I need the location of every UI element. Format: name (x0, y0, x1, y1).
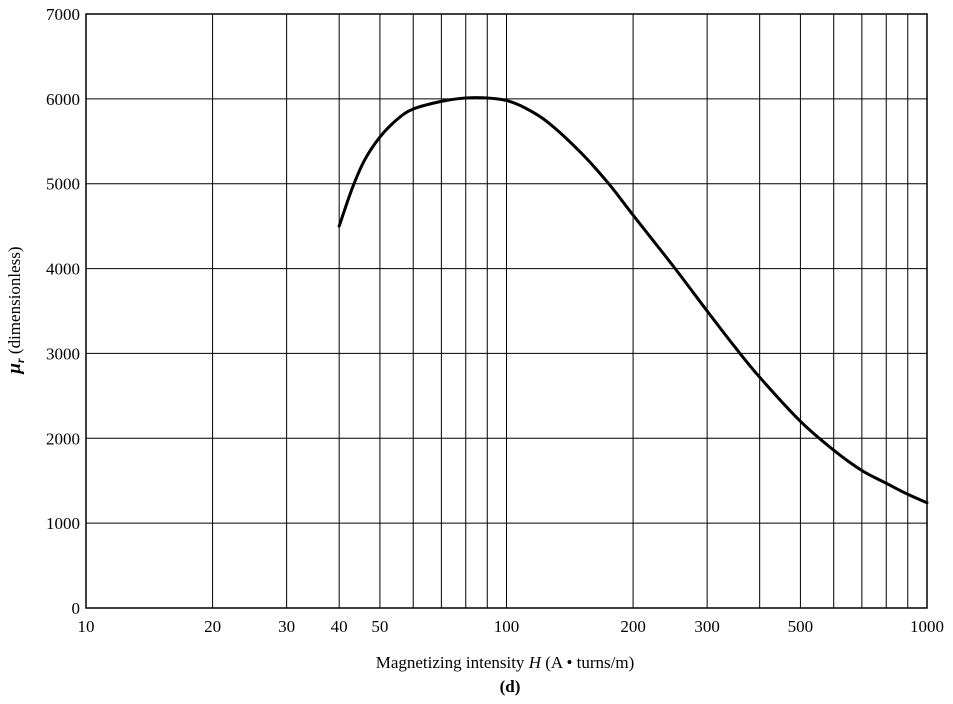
grid (86, 14, 927, 608)
y-axis-label-symbol: μ (4, 363, 25, 375)
x-tick-label: 200 (620, 617, 646, 636)
y-tick-label: 2000 (46, 429, 80, 448)
x-axis-label-prefix: Magnetizing intensity (376, 653, 529, 672)
x-tick-label: 10 (78, 617, 95, 636)
y-tick-label: 3000 (46, 344, 80, 363)
series-line (337, 96, 929, 505)
x-axis-label-variable: H (528, 653, 543, 672)
x-tick-label: 40 (331, 617, 348, 636)
x-axis-label-units: (A • turns/m) (541, 653, 634, 672)
x-tick-label: 30 (278, 617, 295, 636)
x-tick-label: 1000 (910, 617, 944, 636)
y-axis-label-units: (dimensionless) (5, 246, 24, 358)
series-layer (337, 96, 929, 505)
x-tick-label: 20 (204, 617, 221, 636)
y-tick-label: 5000 (46, 175, 80, 194)
y-axis-label: μr (dimensionless) (4, 246, 27, 374)
x-tick-label: 500 (788, 617, 814, 636)
y-axis-label-subscript: r (13, 358, 27, 363)
x-tick-label: 50 (371, 617, 388, 636)
figure-caption: (d) (500, 677, 521, 696)
y-tick-label: 6000 (46, 90, 80, 109)
y-tick-label: 4000 (46, 260, 80, 279)
x-axis-label: Magnetizing intensity H (A • turns/m) (376, 653, 635, 672)
y-tick-label: 7000 (46, 5, 80, 24)
x-tick-label: 100 (494, 617, 520, 636)
y-tick-label: 0 (72, 599, 81, 618)
x-tick-label: 300 (694, 617, 720, 636)
tick-labels: 10 20 30 40 50 100 200 300 500 1000 0 1000 2000 3000 4… (46, 5, 944, 636)
y-tick-label: 1000 (46, 514, 80, 533)
plot-frame (85, 13, 928, 609)
